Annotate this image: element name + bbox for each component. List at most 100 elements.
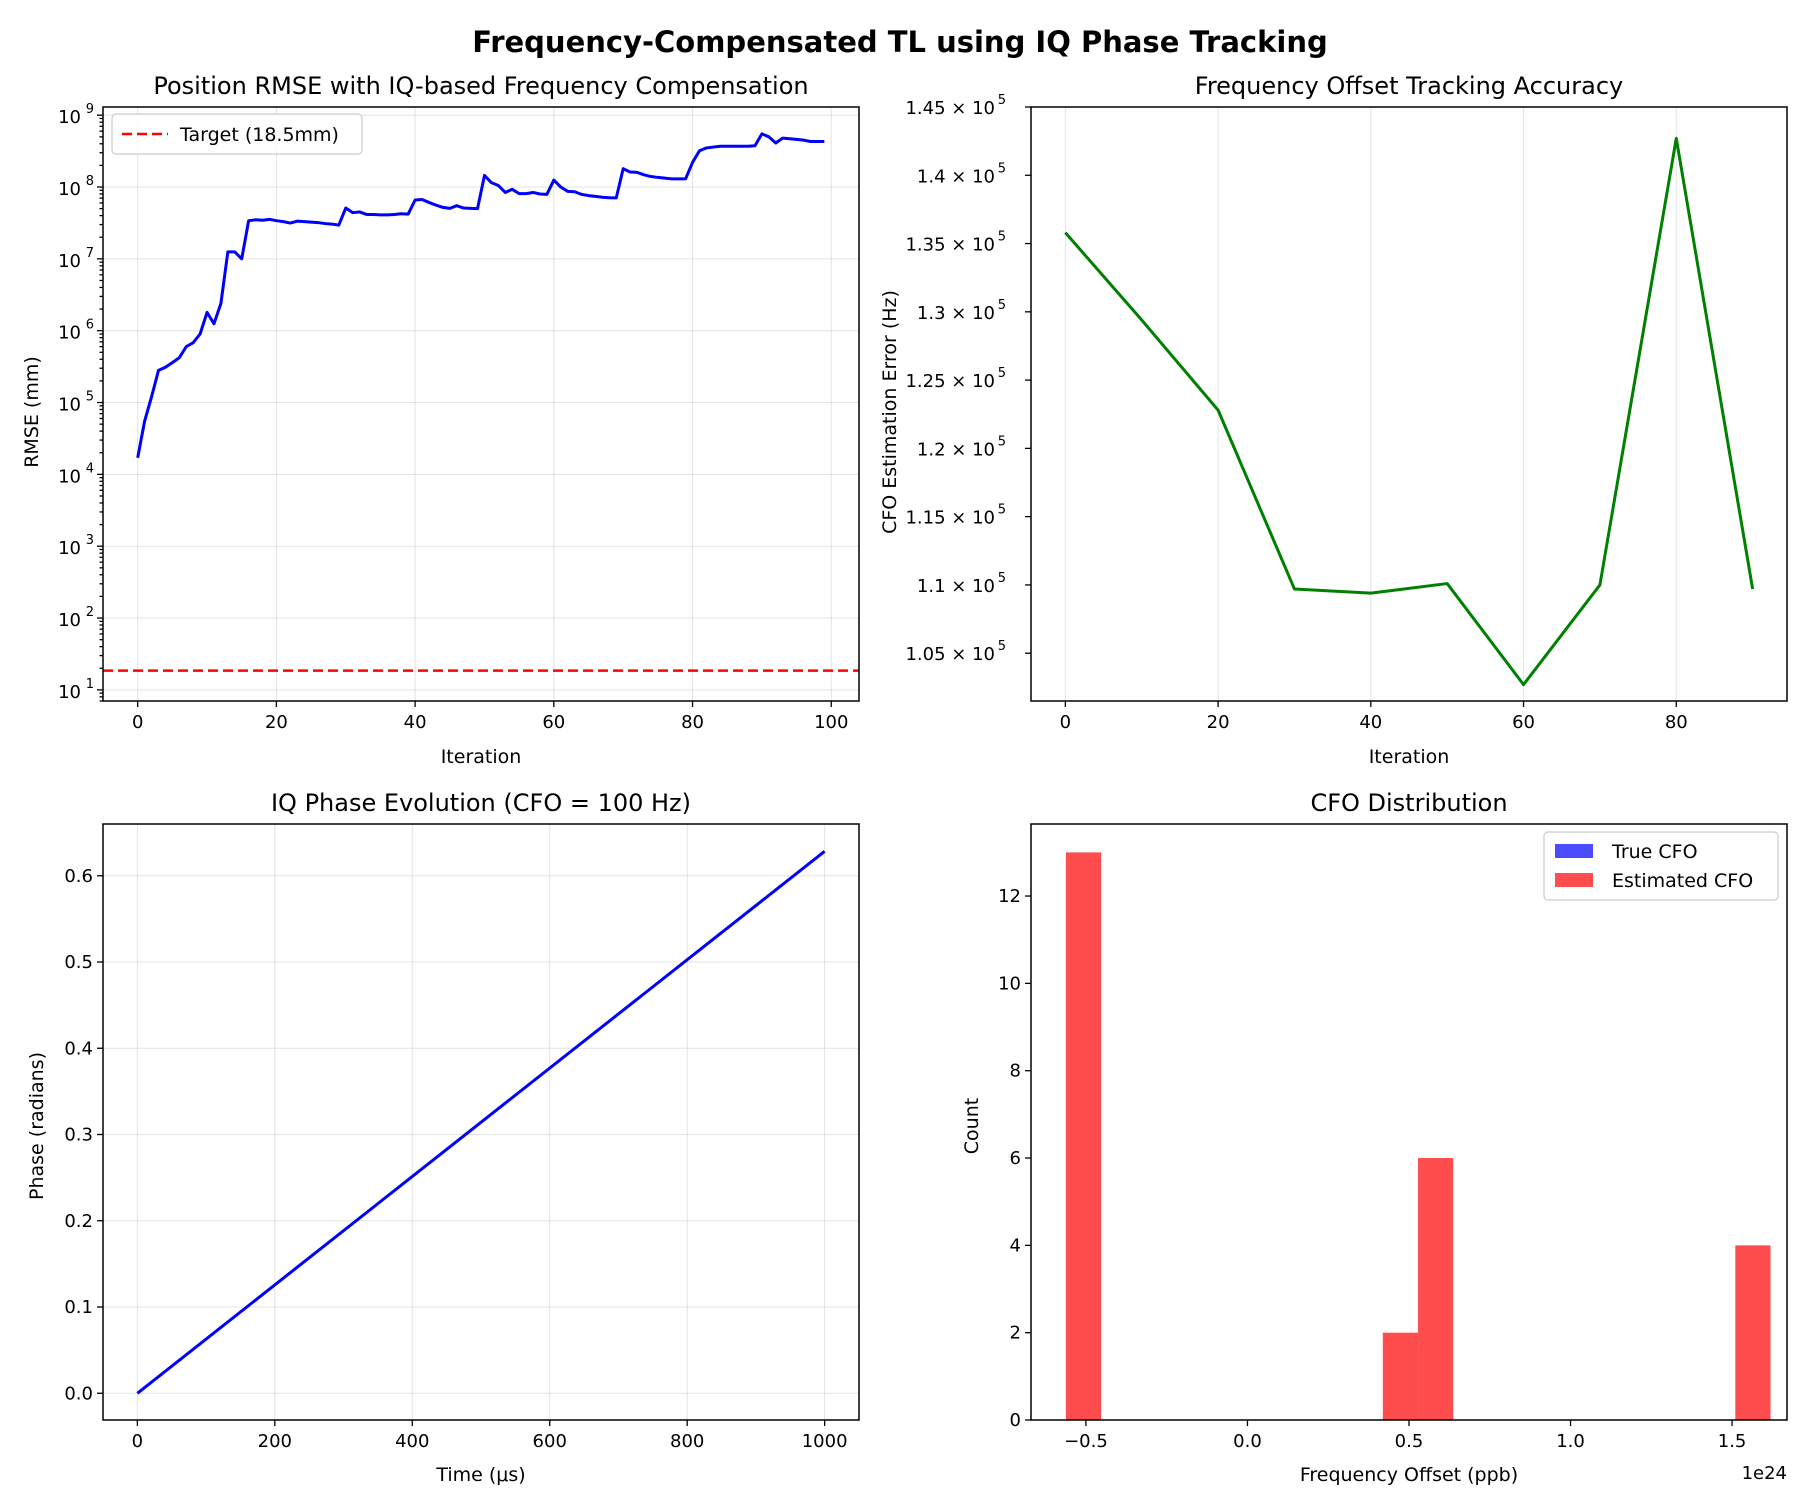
iq-phase-x-tick-label: 1000 bbox=[802, 1431, 848, 1452]
iq-phase-y-tick-label: 0.1 bbox=[64, 1297, 93, 1318]
rmse-title: Position RMSE with IQ-based Frequency Co… bbox=[153, 72, 808, 100]
cfo-tracking-y-tick-times: × 10 bbox=[946, 98, 995, 119]
rmse-x-tick-label: 60 bbox=[542, 712, 565, 733]
rmse-axes-frame bbox=[102, 106, 860, 702]
iq-phase-series-line bbox=[136, 850, 826, 1395]
rmse-legend-label-target: Target (18.5mm) bbox=[179, 124, 339, 146]
rmse-x-tick-label: 0 bbox=[132, 712, 143, 733]
rmse-y-tick-exponent: 9 bbox=[86, 102, 94, 117]
iq-phase-title: IQ Phase Evolution (CFO = 100 Hz) bbox=[271, 789, 691, 817]
cfo-tracking-y-tick-times: × 10 bbox=[946, 508, 995, 529]
rmse-y-tick-base: 10 bbox=[58, 179, 81, 200]
cfo-tracking-y-tick-exponent: 5 bbox=[998, 366, 1006, 381]
cfo-dist-bar bbox=[1382, 1332, 1419, 1420]
cfo-tracking-y-tick-times: × 10 bbox=[946, 576, 995, 597]
iq-phase-y-tick-label: 0.2 bbox=[64, 1211, 93, 1232]
cfo-tracking-x-tick-label: 20 bbox=[1207, 712, 1230, 733]
cfo-tracking-y-tick-times: × 10 bbox=[946, 235, 995, 256]
cfo-dist-xlabel: Frequency Offset (ppb) bbox=[1300, 1464, 1518, 1486]
cfo-dist-y-tick-label: 8 bbox=[1010, 1061, 1021, 1082]
cfo-tracking-y-tick-label: 1.35 × 10 bbox=[905, 235, 995, 256]
cfo-tracking-ylabel: CFO Estimation Error (Hz) bbox=[879, 290, 901, 534]
figure-title: Frequency-Compensated TL using IQ Phase … bbox=[472, 25, 1328, 59]
cfo-tracking-y-tick-exponent: 5 bbox=[998, 571, 1006, 586]
iq-phase-y-tick-label: 0.4 bbox=[64, 1038, 93, 1059]
cfo-tracking-y-tick-mantissa: 1.35 bbox=[905, 235, 945, 256]
panel-cfo-distribution: CFO Distribution Frequency Offset (ppb) … bbox=[961, 789, 1788, 1486]
iq-phase-x-tick-label: 200 bbox=[258, 1431, 292, 1452]
rmse-y-tick-exponent: 8 bbox=[86, 174, 94, 189]
rmse-y-tick-base: 10 bbox=[58, 107, 81, 128]
rmse-y-tick-base: 10 bbox=[58, 538, 81, 559]
cfo-dist-x-offset-text: 1e24 bbox=[1742, 1463, 1787, 1484]
cfo-dist-legend-swatch-estimated bbox=[1555, 873, 1593, 887]
rmse-y-tick-exponent: 7 bbox=[86, 246, 94, 261]
rmse-series-group bbox=[103, 132, 859, 672]
cfo-tracking-ticks: 0 20 40 60 801.05 × 10 51.1 × 10 51.15 × 10 51.… bbox=[905, 93, 1687, 733]
cfo-tracking-y-tick-mantissa: 1.3 bbox=[917, 303, 946, 324]
iq-phase-ylabel: Phase (radians) bbox=[26, 1052, 48, 1200]
rmse-y-tick-label: 10 bbox=[58, 323, 81, 344]
cfo-dist-legend-label-true: True CFO bbox=[1611, 841, 1698, 863]
cfo-tracking-y-tick-exponent: 5 bbox=[998, 230, 1006, 245]
iq-phase-y-tick-label: 0.6 bbox=[64, 866, 93, 887]
rmse-x-tick-label: 20 bbox=[265, 712, 288, 733]
cfo-tracking-y-tick-exponent: 5 bbox=[998, 503, 1006, 518]
cfo-tracking-y-tick-label: 1.05 × 10 bbox=[905, 644, 995, 665]
cfo-tracking-y-tick-times: × 10 bbox=[946, 303, 995, 324]
cfo-dist-bars-group bbox=[1065, 852, 1771, 1420]
cfo-tracking-y-tick-label: 1.25 × 10 bbox=[905, 371, 995, 392]
cfo-tracking-y-tick-exponent: 5 bbox=[998, 161, 1006, 176]
rmse-ylabel: RMSE (mm) bbox=[21, 356, 43, 468]
rmse-y-tick-base: 10 bbox=[58, 682, 81, 703]
cfo-dist-x-tick-label: 0.0 bbox=[1233, 1431, 1262, 1452]
rmse-ticks: 0 20 40 60 80 100 10 1 10 2 10 3 10 4 10 5 10 6 10 7 10 8 10 9 bbox=[58, 102, 848, 733]
rmse-y-tick-label: 10 bbox=[58, 179, 81, 200]
iq-phase-x-tick-label: 0 bbox=[132, 1431, 143, 1452]
rmse-y-tick-label: 10 bbox=[58, 395, 81, 416]
cfo-dist-bar bbox=[1735, 1245, 1771, 1420]
cfo-tracking-y-tick-label: 1.45 × 10 bbox=[905, 98, 995, 119]
iq-phase-x-tick-label: 400 bbox=[395, 1431, 429, 1452]
cfo-tracking-axes-frame bbox=[1030, 106, 1788, 702]
cfo-tracking-x-tick-label: 60 bbox=[1512, 712, 1535, 733]
rmse-y-tick-label: 10 bbox=[58, 251, 81, 272]
rmse-y-tick-base: 10 bbox=[58, 466, 81, 487]
iq-phase-x-tick-label: 800 bbox=[670, 1431, 704, 1452]
cfo-dist-y-tick-label: 12 bbox=[998, 886, 1021, 907]
panel-cfo-tracking: Frequency Offset Tracking Accuracy Itera… bbox=[879, 72, 1788, 768]
cfo-dist-x-tick-label: 1.0 bbox=[1556, 1431, 1585, 1452]
cfo-tracking-y-tick-mantissa: 1.15 bbox=[905, 508, 945, 529]
rmse-y-tick-exponent: 6 bbox=[86, 318, 94, 333]
cfo-tracking-x-tick-label: 80 bbox=[1665, 712, 1688, 733]
cfo-tracking-y-tick-exponent: 5 bbox=[998, 298, 1006, 313]
rmse-y-tick-exponent: 1 bbox=[86, 677, 94, 692]
iq-phase-series-group bbox=[136, 850, 826, 1395]
cfo-tracking-y-tick-label: 1.4 × 10 bbox=[917, 166, 995, 187]
cfo-tracking-y-tick-mantissa: 1.4 bbox=[917, 166, 946, 187]
cfo-dist-x-tick-label: −0.5 bbox=[1064, 1431, 1108, 1452]
cfo-dist-y-tick-label: 2 bbox=[1010, 1323, 1021, 1344]
cfo-tracking-y-tick-mantissa: 1.05 bbox=[905, 644, 945, 665]
rmse-y-tick-exponent: 5 bbox=[86, 390, 94, 405]
rmse-x-tick-label: 100 bbox=[814, 712, 848, 733]
cfo-dist-bar bbox=[1418, 1158, 1454, 1420]
rmse-y-tick-base: 10 bbox=[58, 323, 81, 344]
panel-iq-phase: IQ Phase Evolution (CFO = 100 Hz) Time (… bbox=[26, 789, 860, 1486]
cfo-dist-legend-label-estimated: Estimated CFO bbox=[1612, 870, 1753, 892]
cfo-dist-legend-box bbox=[1543, 831, 1779, 901]
iq-phase-y-tick-label: 0.0 bbox=[64, 1383, 93, 1404]
cfo-tracking-y-tick-mantissa: 1.25 bbox=[905, 371, 945, 392]
cfo-tracking-y-tick-times: × 10 bbox=[946, 166, 995, 187]
cfo-tracking-series-group bbox=[1064, 136, 1755, 687]
rmse-y-tick-base: 10 bbox=[58, 251, 81, 272]
cfo-dist-title: CFO Distribution bbox=[1310, 789, 1507, 817]
cfo-tracking-y-tick-times: × 10 bbox=[946, 439, 995, 460]
rmse-y-tick-label: 10 bbox=[58, 107, 81, 128]
cfo-tracking-y-tick-times: × 10 bbox=[946, 644, 995, 665]
cfo-dist-y-tick-label: 4 bbox=[1010, 1235, 1021, 1256]
rmse-legend-box bbox=[111, 113, 363, 155]
iq-phase-x-tick-label: 600 bbox=[533, 1431, 567, 1452]
cfo-tracking-title: Frequency Offset Tracking Accuracy bbox=[1195, 72, 1623, 100]
